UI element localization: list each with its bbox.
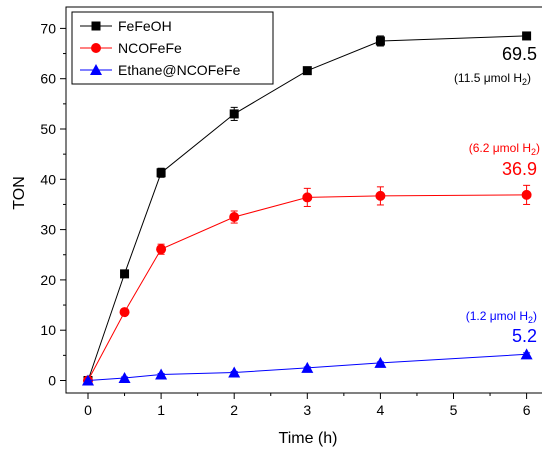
data-point-fefeoh-4	[303, 66, 312, 75]
annotation-ncofefe-detail: (6.2 μmol H2)	[469, 141, 540, 157]
legend-label-ncofefe: NCOFeFe	[118, 40, 182, 56]
y-tick-label-4: 40	[40, 171, 56, 187]
legend-marker-fefeoh	[92, 22, 101, 31]
y-axis-title: TON	[11, 176, 28, 209]
annotation-ncofefe: (6.2 μmol H2) 36.9	[469, 141, 540, 179]
data-point-fefeoh-6	[522, 31, 531, 40]
annotation-ncofefe-value: 36.9	[502, 159, 537, 179]
y-tick-label-3: 30	[40, 222, 56, 238]
annotation-fefeoh: 69.5 (11.5 μmol H2)	[454, 44, 537, 87]
x-tick-label-6: 6	[523, 402, 531, 418]
y-tick-label-1: 10	[40, 322, 56, 338]
data-point-fefeoh-5	[376, 36, 385, 45]
data-point-ethane-ncofefe-6	[521, 348, 533, 359]
data-point-fefeoh-1	[120, 269, 129, 278]
series-line-fefeoh	[88, 36, 527, 381]
annotation-ethane-ncofefe-value: 5.2	[512, 326, 537, 346]
data-point-fefeoh-2	[157, 168, 166, 177]
x-tick-label-1: 1	[157, 402, 165, 418]
x-tick-label-0: 0	[84, 402, 92, 418]
y-tick-label-7: 70	[40, 20, 56, 36]
legend-label-fefeoh: FeFeOH	[118, 18, 172, 34]
series-ncofefe	[83, 185, 532, 385]
data-point-fefeoh-3	[230, 109, 239, 118]
data-point-ncofefe-5	[375, 191, 385, 201]
data-point-ncofefe-1	[120, 307, 130, 317]
data-point-ncofefe-3	[229, 212, 239, 222]
x-axis-title: Time (h)	[279, 430, 338, 447]
y-tick-label-2: 20	[40, 272, 56, 288]
annotation-fefeoh-value: 69.5	[502, 44, 537, 64]
y-tick-label-0: 0	[48, 373, 56, 389]
x-tick-label-4: 4	[377, 402, 385, 418]
legend-marker-ncofefe	[91, 43, 101, 53]
annotation-fefeoh-detail: (11.5 μmol H2)	[454, 71, 531, 87]
legend-label-ethane-ncofefe: Ethane@NCOFeFe	[118, 62, 241, 78]
x-tick-label-2: 2	[230, 402, 238, 418]
x-tick-label-3: 3	[303, 402, 311, 418]
series-line-ncofefe	[88, 195, 527, 381]
data-point-ncofefe-6	[522, 190, 532, 200]
y-tick-label-5: 50	[40, 121, 56, 137]
series-ethane-ncofefe	[82, 348, 533, 385]
x-tick-label-5: 5	[450, 402, 458, 418]
y-tick-label-6: 60	[40, 71, 56, 87]
data-point-ncofefe-4	[302, 192, 312, 202]
legend: FeFeOH NCOFeFe Ethane@NCOFeFe	[72, 12, 273, 84]
data-point-ncofefe-2	[156, 244, 166, 254]
annotation-ethane-ncofefe-detail: (1.2 μmol H2)	[466, 309, 537, 325]
annotation-ethane-ncofefe: (1.2 μmol H2) 5.2	[466, 309, 537, 346]
